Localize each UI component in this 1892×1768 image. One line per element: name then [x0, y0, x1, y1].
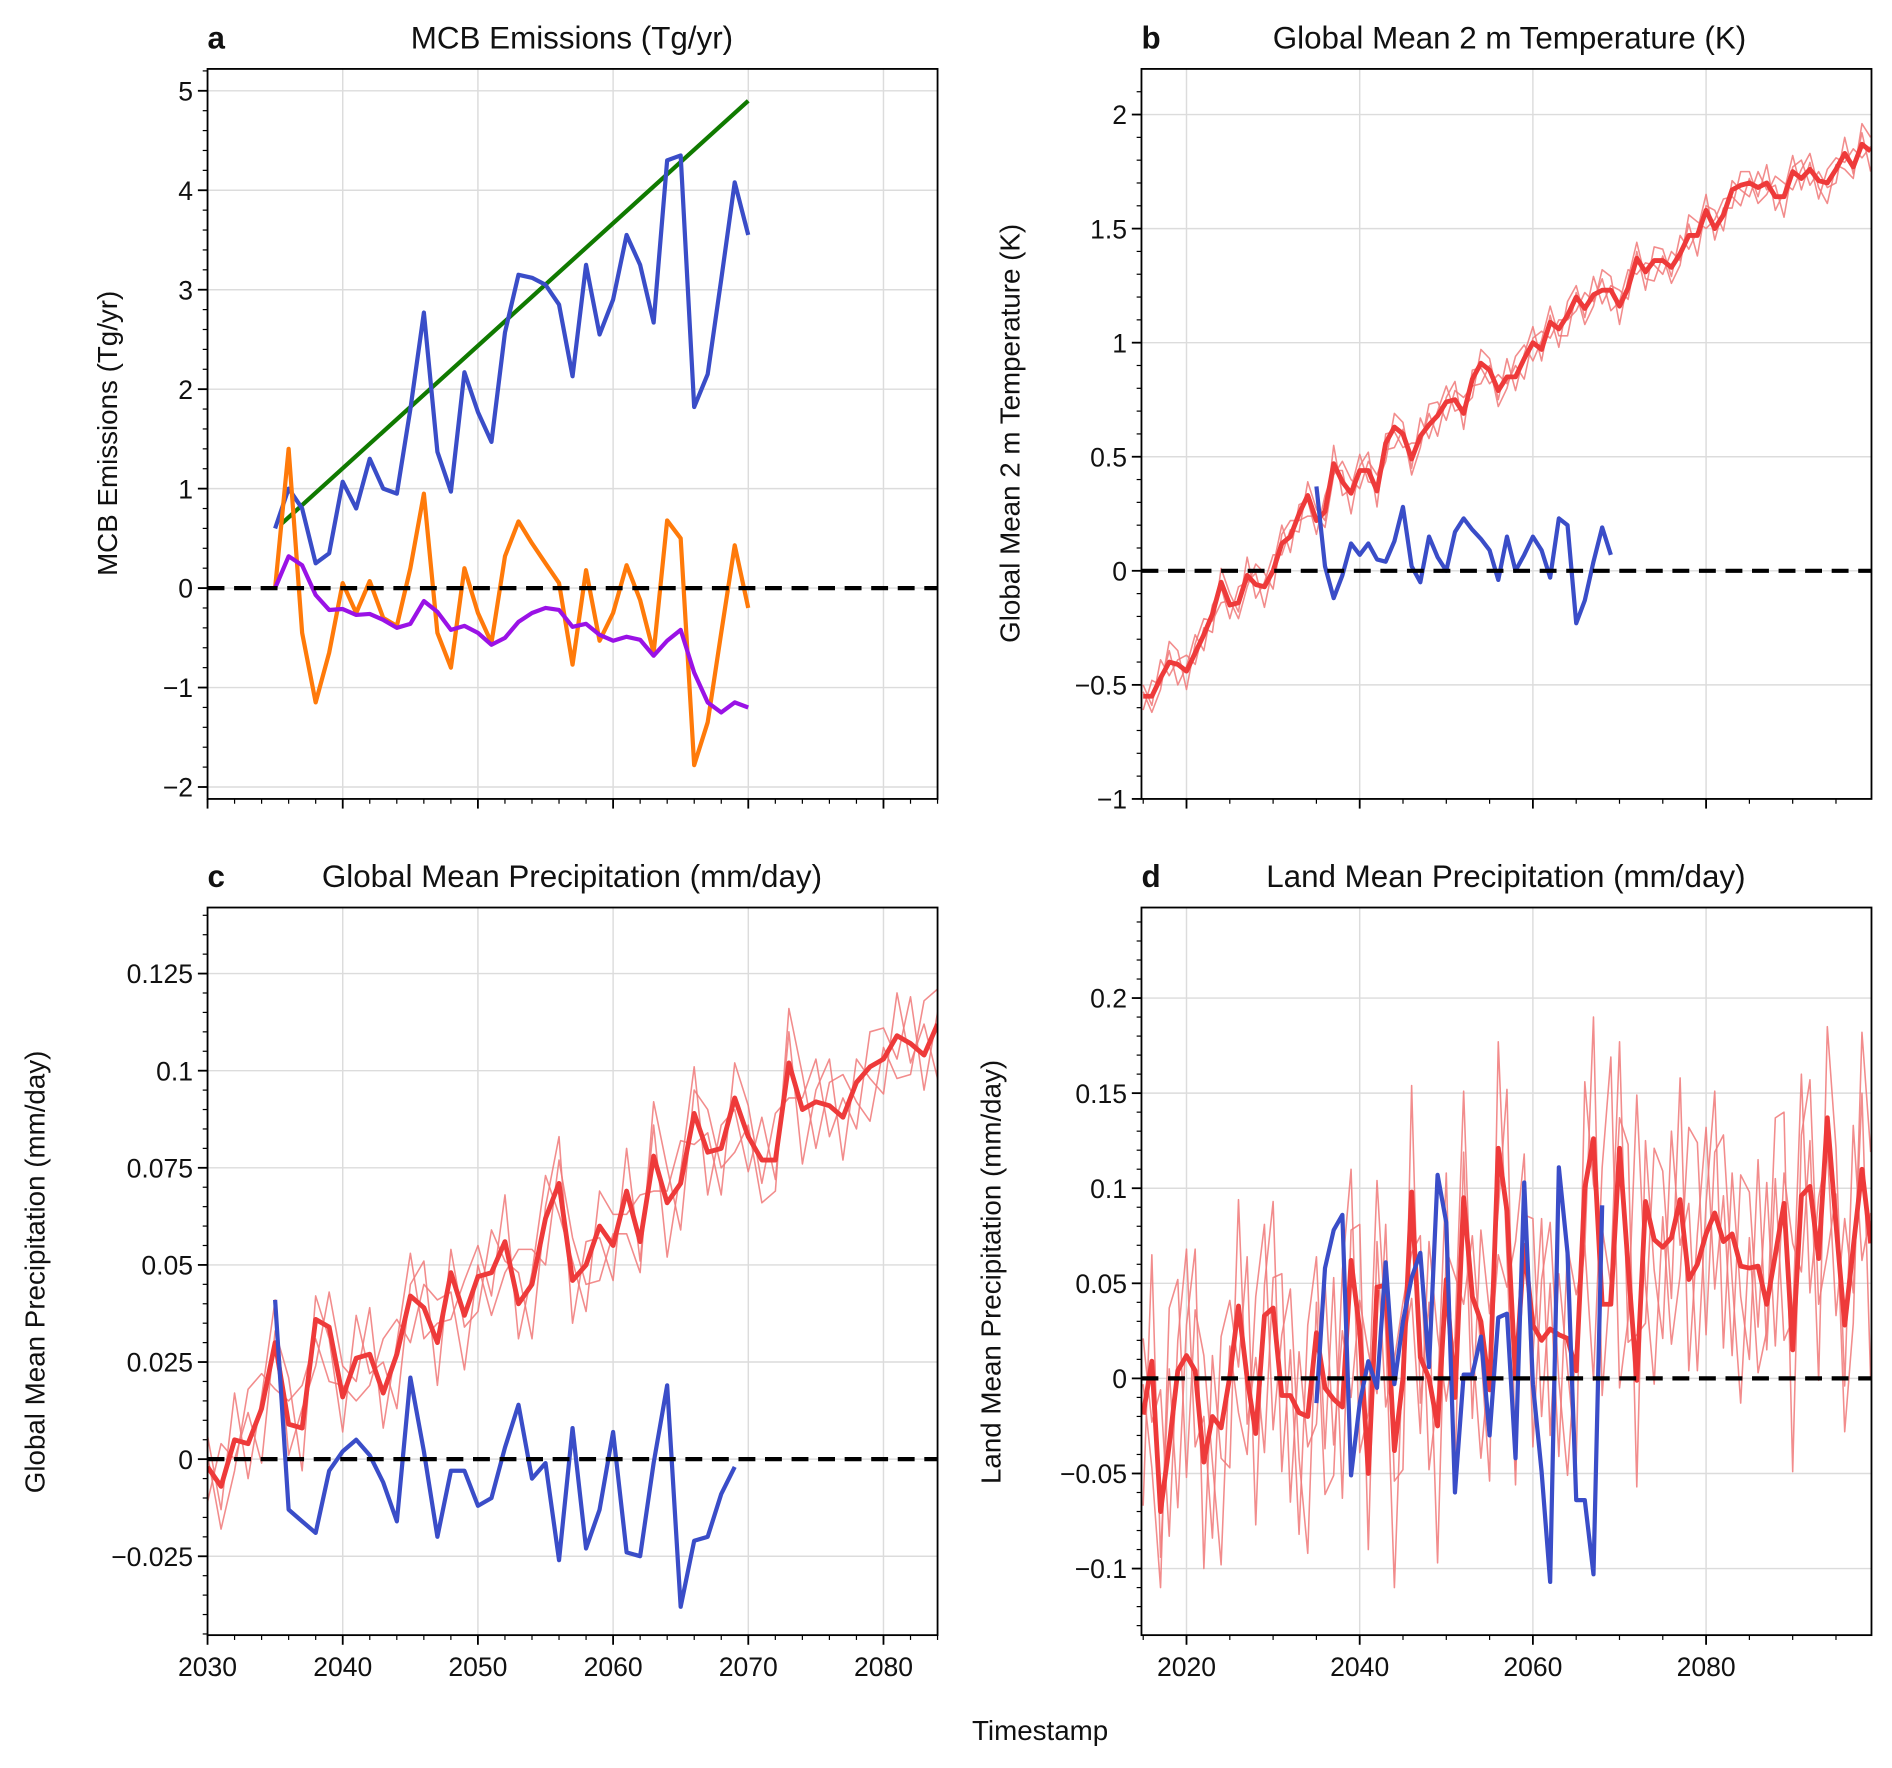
- series-line: [273, 446, 751, 768]
- x-tick-label: 2040: [313, 1652, 372, 1682]
- y-tick-label: −0.025: [111, 1542, 193, 1572]
- y-tick-label: 1: [178, 474, 193, 504]
- y-axis-label: MCB Emissions (Tg/yr): [92, 291, 123, 576]
- y-tick-label: 0.5: [1090, 442, 1127, 472]
- x-tick-label: 2050: [448, 1652, 507, 1682]
- y-tick-label: 0: [178, 1445, 193, 1475]
- y-tick-label: 0.125: [127, 959, 193, 989]
- panel-a: a MCB Emissions (Tg/yr) MCB Emissions (T…: [92, 20, 939, 809]
- series-group: [1141, 122, 1872, 714]
- x-tick-label: 2040: [1330, 1652, 1389, 1682]
- y-tick-label: −0.5: [1075, 671, 1127, 701]
- y-tick-label: 0.15: [1075, 1079, 1127, 1109]
- y-axis-label: Land Mean Precipitation (mm/day): [975, 1060, 1006, 1484]
- series-group: [207, 988, 938, 1609]
- y-tick-label: 0: [1112, 1364, 1127, 1394]
- series-group: [207, 99, 938, 768]
- x-tick-label: 2060: [1503, 1652, 1562, 1682]
- y-tick-label: −1: [163, 673, 193, 703]
- y-axis-label: Global Mean 2 m Temperature (K): [995, 224, 1026, 643]
- y-tick-label: −1: [1097, 785, 1127, 815]
- panel-d: d Land Mean Precipitation (mm/day) Land …: [975, 859, 1873, 1682]
- y-tick-label: 0: [178, 574, 193, 604]
- y-tick-label: 0: [1112, 556, 1127, 586]
- series-line: [207, 988, 938, 1530]
- y-tick-label: 0.05: [1075, 1269, 1127, 1299]
- x-tick-label: 2020: [1157, 1652, 1216, 1682]
- panel-label: b: [1141, 20, 1160, 55]
- panel-label: d: [1141, 859, 1160, 894]
- series-line: [273, 153, 751, 566]
- series-line: [207, 996, 938, 1511]
- panel-label: c: [208, 859, 225, 894]
- panel-title: Global Mean 2 m Temperature (K): [1273, 20, 1747, 55]
- panel-c: c Global Mean Precipitation (mm/day) Glo…: [20, 859, 939, 1682]
- x-tick-label: 2060: [584, 1652, 643, 1682]
- axes-frame: [206, 906, 939, 1637]
- x-tick-label: 2070: [719, 1652, 778, 1682]
- series-line: [1142, 146, 1872, 707]
- series-line: [273, 1299, 737, 1609]
- y-tick-label: 0.05: [141, 1251, 193, 1281]
- axes-frame: [206, 68, 939, 800]
- y-tick-label: 1: [1112, 328, 1127, 358]
- y-tick-label: −2: [163, 773, 193, 803]
- panel-b: b Global Mean 2 m Temperature (K) Global…: [995, 20, 1873, 815]
- series-line: [280, 99, 750, 526]
- y-tick-label: 0.025: [127, 1348, 193, 1378]
- x-tick-label: 2030: [178, 1652, 237, 1682]
- y-tick-label: 3: [178, 275, 193, 305]
- series-line: [1142, 1016, 1872, 1551]
- y-tick-label: 4: [178, 176, 193, 206]
- series-line: [1141, 1115, 1872, 1514]
- panel-label: a: [208, 20, 226, 55]
- y-tick-label: 1.5: [1090, 214, 1127, 244]
- y-tick-label: 0.1: [1090, 1174, 1127, 1204]
- y-tick-label: 0.075: [127, 1153, 193, 1183]
- panel-title: Global Mean Precipitation (mm/day): [322, 859, 822, 894]
- series-line: [1143, 141, 1872, 699]
- y-tick-label: 2: [178, 375, 193, 405]
- y-tick-label: 5: [178, 76, 193, 106]
- y-tick-label: 0.1: [156, 1056, 193, 1086]
- series-line: [1142, 1031, 1872, 1589]
- series-line: [207, 1023, 938, 1489]
- series-line: [1314, 486, 1613, 626]
- y-tick-label: 0.2: [1090, 984, 1127, 1014]
- series-group: [1141, 1016, 1872, 1589]
- y-axis-label: Global Mean Precipitation (mm/day): [20, 1051, 51, 1494]
- series-line: [1142, 131, 1872, 711]
- series-line: [1142, 122, 1872, 714]
- axes-frame: [1140, 906, 1873, 1637]
- y-tick-label: −0.1: [1075, 1554, 1127, 1584]
- panel-title: MCB Emissions (Tg/yr): [411, 20, 733, 55]
- y-tick-label: 2: [1112, 100, 1127, 130]
- series-line: [273, 554, 749, 715]
- x-tick-label: 2080: [1677, 1652, 1736, 1682]
- panel-title: Land Mean Precipitation (mm/day): [1266, 859, 1745, 894]
- series-line: [1314, 1165, 1605, 1585]
- y-tick-label: −0.05: [1060, 1459, 1127, 1489]
- x-axis-label: Timestamp: [972, 1715, 1108, 1746]
- series-line: [207, 992, 938, 1503]
- x-tick-label: 2080: [854, 1652, 913, 1682]
